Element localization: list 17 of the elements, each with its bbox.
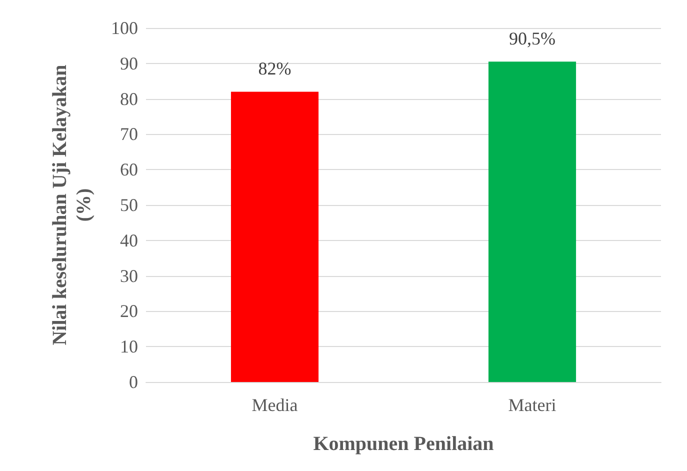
y-tick-label: 100 (111, 18, 138, 38)
x-tick-label: Media (252, 395, 298, 415)
y-tick-label: 0 (129, 372, 138, 392)
data-label: 82% (258, 58, 292, 79)
data-label: 90,5% (509, 28, 556, 49)
y-tick-label: 50 (120, 195, 138, 215)
y-tick-label: 10 (120, 336, 138, 357)
y-tick-label: 70 (120, 124, 138, 144)
y-axis-title: Nilai keseluruhan Uji Kelayakan (%) (49, 64, 95, 346)
y-tick-label: 60 (120, 160, 138, 180)
y-tick-label: 30 (120, 266, 138, 286)
x-tick-label: Materi (508, 395, 556, 415)
x-axis-title: Kompunen Penilaian (313, 433, 494, 455)
y-tick-label: 20 (120, 301, 138, 322)
y-tick-label: 80 (120, 88, 138, 109)
y-tick-label: 40 (120, 230, 138, 250)
y-tick-label: 90 (120, 53, 138, 74)
